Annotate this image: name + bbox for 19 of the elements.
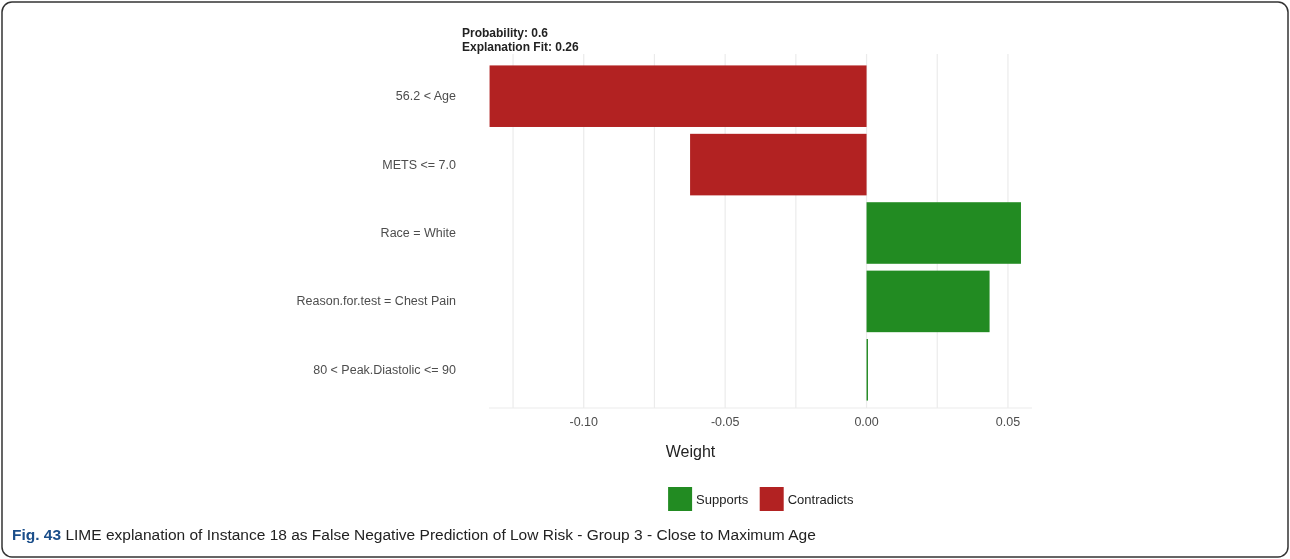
bar <box>866 270 990 333</box>
bar <box>690 133 867 196</box>
x-tick-label: -0.10 <box>569 415 599 429</box>
y-tick-label: Reason.for.test = Chest Pain <box>296 294 457 309</box>
chart-title: Probability: 0.6 <box>462 26 549 40</box>
y-tick-label: 56.2 < Age <box>395 89 457 104</box>
caption: Fig. 43 LIME explanation of Instance 18 as False Negative Prediction of Low Risk - Group 3 - Close to Maximum Age <box>12 526 816 543</box>
y-tick-label: 80 < Peak.Diastolic <= 90 <box>313 362 457 377</box>
chart-subtitle: Explanation Fit: 0.26 <box>462 40 580 54</box>
x-tick-label: 0.05 <box>995 415 1021 429</box>
y-tick-label: METS <= 7.0 <box>382 157 457 172</box>
bar <box>866 202 1021 264</box>
bar <box>489 65 867 127</box>
x-tick-label: 0.00 <box>854 415 879 429</box>
legend-label: Supports <box>696 492 749 507</box>
y-tick-label: Race = White <box>380 226 457 240</box>
x-tick-label: -0.05 <box>710 415 740 429</box>
legend-label: Contradicts <box>787 492 854 507</box>
x-axis-title: Weight <box>665 443 716 460</box>
